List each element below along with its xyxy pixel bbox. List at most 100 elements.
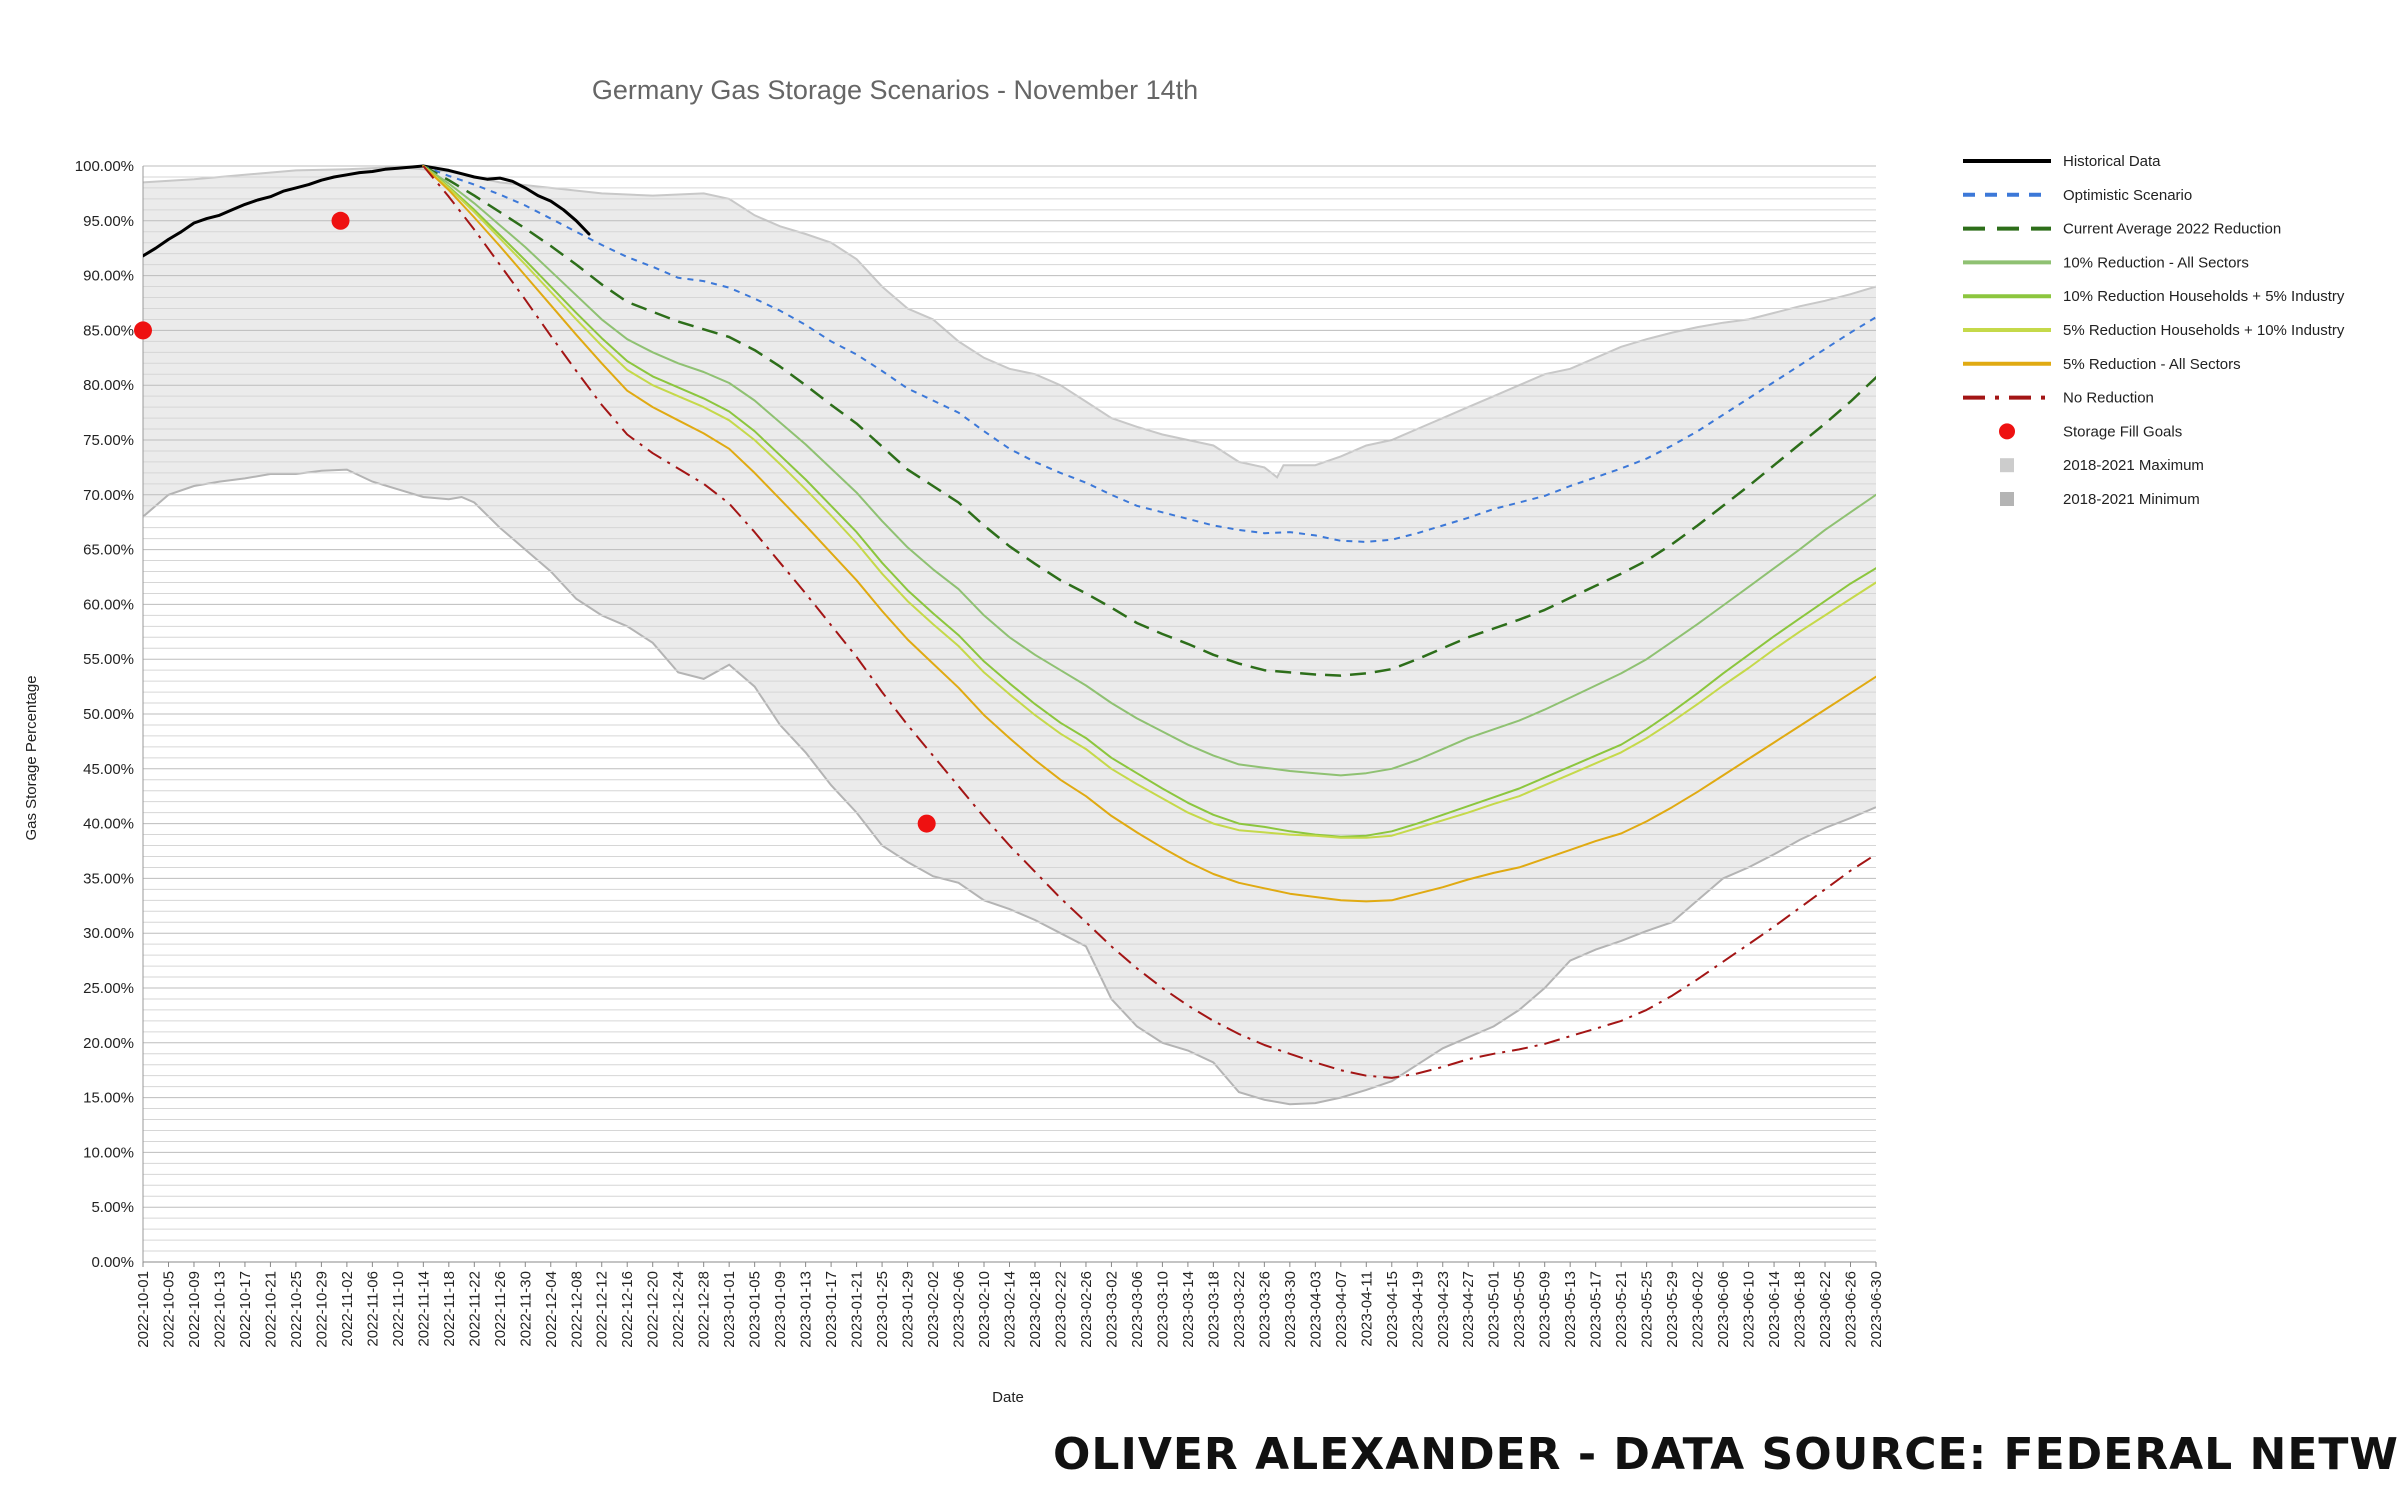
x-tick-label: 2023-03-06 (1129, 1271, 1146, 1348)
x-tick-label: 2022-12-12 (594, 1271, 611, 1348)
fill-goal-point (134, 321, 152, 340)
x-tick-label: 2023-02-26 (1078, 1271, 1095, 1348)
y-tick-label: 20.00% (83, 1035, 134, 1052)
x-tick-label: 2022-11-06 (364, 1271, 381, 1347)
legend-swatch (1999, 423, 2015, 440)
y-tick-label: 80.00% (83, 377, 134, 394)
y-tick-label: 30.00% (83, 925, 134, 942)
x-tick-label: 2022-10-09 (186, 1271, 203, 1348)
legend-item: Current Average 2022 Reduction (1963, 221, 2281, 238)
y-tick-label: 25.00% (83, 980, 134, 997)
series-lines (143, 164, 1876, 1079)
series-no-reduction (422, 165, 1876, 1079)
x-tick-label: 2023-03-26 (1256, 1271, 1273, 1348)
x-tick-label: 2022-11-30 (517, 1271, 534, 1347)
x-tick-label: 2023-01-05 (747, 1271, 764, 1348)
y-tick-label: 100.00% (75, 158, 134, 175)
band-max-line (143, 166, 1876, 479)
legend-item: Storage Fill Goals (1999, 423, 2182, 440)
x-tick-label: 2023-01-21 (849, 1271, 866, 1348)
y-tick-label: 70.00% (83, 487, 134, 504)
x-tick-label: 2023-02-14 (1002, 1271, 1019, 1348)
fill-goal-point (331, 211, 350, 230)
legend-item: No Reduction (1963, 390, 2154, 407)
x-tick-label: 2023-06-22 (1817, 1271, 1834, 1348)
y-tick-label: 15.00% (83, 1090, 134, 1107)
x-tick-label: 2022-10-25 (288, 1271, 305, 1348)
x-tick-label: 2022-12-28 (696, 1271, 713, 1348)
x-tick-label: 2022-10-17 (237, 1271, 254, 1348)
y-axis-ticks: 0.00% 5.00% 10.00% 15.00% 20.00% 25.00% 30.00%… (75, 158, 134, 1271)
y-tick-label: 45.00% (83, 761, 134, 778)
x-tick-label: 2023-02-22 (1053, 1271, 1070, 1348)
legend-label: Optimistic Scenario (2063, 187, 2192, 204)
y-tick-label: 5.00% (91, 1199, 134, 1216)
x-tick-label: 2022-11-22 (466, 1271, 483, 1347)
legend-item: 10% Reduction - All Sectors (1963, 254, 2249, 271)
x-tick-label: 2023-05-17 (1588, 1271, 1605, 1348)
legend-label: 10% Reduction - All Sectors (2063, 254, 2249, 271)
y-tick-label: 85.00% (83, 322, 134, 339)
x-tick-label: 2023-06-14 (1766, 1271, 1783, 1348)
x-tick-label: 2023-05-13 (1562, 1271, 1579, 1348)
chart-title: Germany Gas Storage Scenarios - November… (592, 75, 1198, 105)
x-tick-label: 2022-11-02 (339, 1271, 356, 1347)
x-tick-label: 2023-01-01 (721, 1271, 738, 1348)
legend-item: 5% Reduction Households + 10% Industry (1963, 322, 2345, 339)
x-tick-label: 2023-06-18 (1792, 1271, 1809, 1348)
x-tick-label: 2023-03-22 (1231, 1271, 1248, 1348)
x-tick-label: 2023-06-26 (1843, 1271, 1860, 1348)
fill-goal-markers (134, 211, 936, 833)
x-tick-label: 2023-06-10 (1741, 1271, 1758, 1348)
y-tick-label: 50.00% (83, 706, 134, 723)
legend-item: 5% Reduction - All Sectors (1963, 356, 2241, 373)
legend-label: 2018-2021 Minimum (2063, 491, 2200, 508)
band-fill (143, 167, 1876, 1105)
x-tick-label: 2023-02-10 (976, 1271, 993, 1348)
legend-label: 10% Reduction Households + 5% Industry (2063, 288, 2345, 305)
x-tick-label: 2023-05-21 (1613, 1271, 1630, 1348)
legend-label: No Reduction (2063, 390, 2154, 407)
x-tick-label: 2022-10-13 (212, 1271, 229, 1348)
series-10-reduction-all-sectors (422, 165, 1876, 777)
y-tick-label: 90.00% (83, 268, 134, 285)
x-tick-label: 2023-04-11 (1358, 1271, 1375, 1347)
legend-item: Historical Data (1963, 153, 2161, 170)
x-tick-label: 2023-03-18 (1205, 1271, 1222, 1348)
x-tick-label: 2023-06-06 (1715, 1271, 1732, 1348)
x-tick-label: 2022-11-14 (415, 1271, 432, 1347)
y-tick-label: 55.00% (83, 651, 134, 668)
legend-item: 2018-2021 Maximum (2000, 457, 2204, 474)
y-tick-label: 60.00% (83, 596, 134, 613)
x-tick-label: 2022-10-01 (135, 1271, 152, 1348)
legend: Historical Data Optimistic Scenario Curren… (1963, 153, 2345, 508)
legend-label: 5% Reduction Households + 10% Industry (2063, 322, 2345, 339)
x-tick-label: 2023-05-25 (1639, 1271, 1656, 1348)
series-5-reduction-households-10-industry (422, 165, 1876, 839)
x-tick-label: 2022-11-10 (390, 1271, 407, 1347)
x-tick-label: 2023-04-03 (1307, 1271, 1324, 1348)
x-tick-label: 2023-01-09 (772, 1271, 789, 1348)
x-tick-label: 2023-03-02 (1103, 1271, 1120, 1348)
credit-text: OLIVER ALEXANDER - DATA SOURCE: FEDERAL … (1053, 1429, 2400, 1480)
x-tick-label: 2022-12-24 (670, 1271, 687, 1348)
x-tick-label: 2023-04-19 (1409, 1271, 1426, 1348)
series-5-reduction-all-sectors (422, 165, 1876, 903)
x-tick-label: 2023-02-02 (925, 1271, 942, 1348)
x-tick-label: 2022-10-21 (262, 1271, 279, 1348)
y-axis-label: Gas Storage Percentage (23, 675, 40, 840)
x-tick-label: 2022-10-05 (161, 1271, 178, 1348)
x-tick-label: 2022-12-04 (543, 1271, 560, 1348)
x-tick-label: 2023-04-27 (1460, 1271, 1477, 1348)
x-tick-label: 2023-02-06 (951, 1271, 968, 1348)
series-historical-data (143, 164, 591, 258)
legend-item: Optimistic Scenario (1963, 187, 2192, 204)
x-tick-label: 2023-02-18 (1027, 1271, 1044, 1348)
legend-label: Storage Fill Goals (2063, 423, 2182, 440)
fill-goal-point (917, 814, 936, 833)
x-tick-label: 2023-03-14 (1180, 1271, 1197, 1348)
x-tick-label: 2023-05-05 (1511, 1271, 1528, 1348)
legend-swatch (2000, 492, 2014, 506)
gridlines (142, 165, 1876, 1263)
